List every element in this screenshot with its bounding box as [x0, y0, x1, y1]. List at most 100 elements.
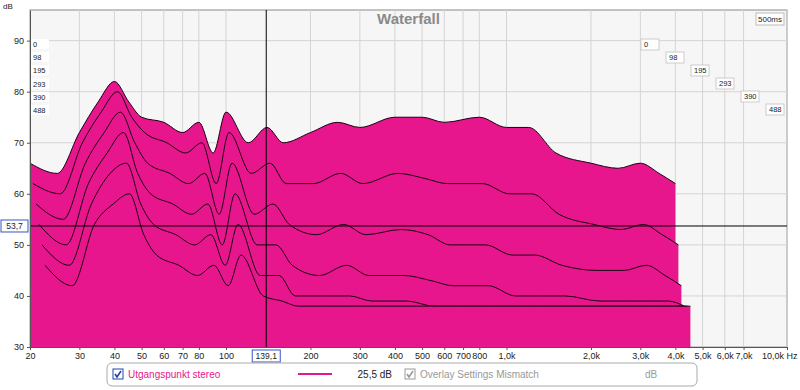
x-tick-mark	[703, 347, 704, 350]
x-tick-label: 70	[178, 351, 188, 361]
x-tick-label: 100	[219, 351, 234, 361]
slice-label-box	[31, 65, 49, 75]
y-tick: 70	[14, 138, 30, 148]
plot-area	[30, 10, 787, 347]
x-tick-label: 500	[415, 351, 430, 361]
x-tick-label: 3,0k	[632, 351, 650, 361]
y-tick: 40	[14, 291, 30, 301]
slice-label: 293	[33, 80, 46, 89]
slice-label-box	[691, 65, 709, 76]
x-tick: 6,0k	[717, 347, 735, 361]
slice-label-box	[741, 91, 759, 102]
slice-label-box	[716, 78, 734, 89]
x-tick-mark	[675, 347, 676, 350]
x-tick-label: 60	[159, 351, 169, 361]
y-tick: 60	[14, 189, 30, 199]
slice-label: 0	[644, 40, 648, 49]
y-tick-label: 90	[14, 36, 24, 46]
slice-label-box	[31, 105, 49, 115]
y-tick-mark	[27, 347, 30, 348]
legend-panel: Utgangspunkt stereo25,5 dBOverlay Settin…	[107, 363, 697, 386]
y-tick-mark	[27, 143, 30, 144]
x-tick-mark	[226, 347, 227, 350]
y-tick: 30	[14, 342, 30, 352]
x-tick: 100	[219, 347, 234, 361]
slice-label-box	[766, 104, 784, 115]
x-tick-label: 5,0k	[695, 351, 713, 361]
y-tick-mark	[27, 296, 30, 297]
x-tick-mark	[114, 347, 115, 350]
series-checkbox[interactable]	[113, 369, 123, 379]
y-grid-line	[30, 91, 787, 92]
x-tick-mark	[591, 347, 592, 350]
x-tick: 7,0k	[736, 347, 754, 361]
y-tick-mark	[27, 194, 30, 195]
slice-line	[45, 194, 690, 306]
x-tick-label: 400	[388, 351, 403, 361]
x-tick: 70	[178, 347, 188, 361]
x-tick-mark	[360, 347, 361, 350]
grid	[30, 10, 787, 347]
x-tick-label: 700	[456, 351, 471, 361]
x-tick-mark	[199, 347, 200, 350]
x-tick-mark	[507, 347, 508, 350]
cursor-x-line	[266, 10, 267, 347]
legend-value: 25,5 dB	[358, 369, 393, 380]
y-tick-mark	[27, 92, 30, 93]
cursor-x-box	[252, 350, 280, 362]
y-tick-mark	[27, 41, 30, 42]
y-tick-mark	[27, 245, 30, 246]
slice-label: 390	[744, 92, 757, 101]
overlay-unit: dB	[645, 369, 658, 380]
x-tick-label: 300	[353, 351, 368, 361]
x-tick-mark	[422, 347, 423, 350]
cursor-y-label: 53,7	[6, 221, 23, 231]
slice-label-box	[666, 52, 684, 63]
x-tick: 3,0k	[632, 347, 650, 361]
x-tick-mark	[444, 347, 445, 350]
cursor-y-box	[1, 220, 28, 232]
x-tick: 200	[303, 347, 318, 361]
x-tick-label: 800	[472, 351, 487, 361]
y-tick: 90	[14, 36, 30, 46]
y-tick-label: 70	[14, 138, 24, 148]
title: Waterfall	[377, 10, 440, 27]
x-tick: 1,0k	[499, 347, 517, 361]
x-tick: 30	[75, 347, 85, 361]
x-tick: 5,0k	[695, 347, 713, 361]
x-tick: 800	[472, 347, 487, 361]
x-tick-label: 50	[137, 351, 147, 361]
slices	[30, 81, 690, 347]
x-tick: 20	[25, 347, 35, 361]
x-tick-mark	[744, 347, 745, 350]
x-tick-mark	[640, 347, 641, 350]
y-tick-label: 30	[14, 342, 24, 352]
overlay-checkbox-check	[407, 371, 413, 377]
slice-label: 390	[33, 93, 46, 102]
x-tick-label: 7,0k	[736, 351, 754, 361]
x-tick-mark	[479, 347, 480, 350]
legend-swatch	[298, 373, 332, 375]
legend-label: Utgangspunkt stereo	[128, 369, 221, 380]
x-tick: 400	[388, 347, 403, 361]
x-tick-mark	[725, 347, 726, 350]
x-tick-label: 40	[110, 351, 120, 361]
cursor-y-line	[30, 225, 787, 226]
overlay-checkbox[interactable]	[405, 369, 415, 379]
x-tick: 700	[456, 347, 471, 361]
x-tick: 2,0k	[583, 347, 601, 361]
x-tick: 40	[110, 347, 120, 361]
slice-label: 98	[669, 53, 677, 62]
legend-box	[107, 363, 697, 386]
y-tick-label: 60	[14, 189, 24, 199]
slice-label-box	[31, 39, 49, 49]
slice-label-box	[31, 79, 49, 89]
x-tick: 60	[159, 347, 169, 361]
x-tick-label: 6,0k	[717, 351, 735, 361]
x-tick: 600	[437, 347, 452, 361]
x-tick-label: 200	[303, 351, 318, 361]
x-tick-mark	[463, 347, 464, 350]
x-tick-label: 600	[437, 351, 452, 361]
slice-label: 293	[719, 79, 732, 88]
x-tick-mark	[142, 347, 143, 350]
